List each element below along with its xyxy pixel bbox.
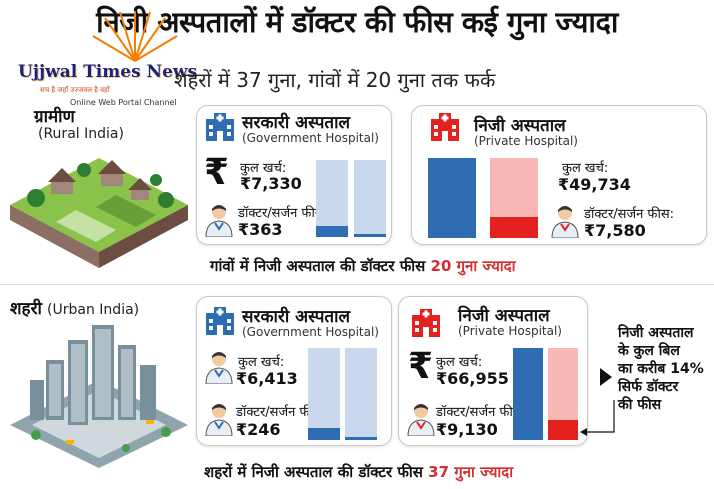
urban-note: निजी अस्पताल के कुल बिल का करीब 14% सिर्… bbox=[618, 324, 704, 414]
urban-govt-subtitle: (Government Hospital) bbox=[242, 325, 379, 339]
urban-govt-total-label: कुल खर्च: bbox=[238, 355, 285, 370]
rural-label-en: (Rural India) bbox=[38, 126, 124, 142]
rural-govt-fee-value: ₹363 bbox=[238, 220, 283, 239]
rural-govt-title: सरकारी अस्पताल bbox=[242, 113, 351, 133]
city-illustration bbox=[10, 325, 188, 468]
rural-pvt-fee-label: डॉक्टर/सर्जन फीस: bbox=[584, 207, 674, 222]
rural-pvt-total-bar bbox=[428, 158, 476, 238]
rupee-icon: ₹ bbox=[408, 346, 434, 387]
urban-govt-total-value: ₹6,413 bbox=[236, 369, 298, 388]
page-title: निजी अस्पतालों में डॉक्टर की फीस कई गुना… bbox=[96, 5, 618, 39]
urban-govt-total-fee-portion bbox=[308, 428, 340, 440]
red-hospital-icon bbox=[412, 309, 440, 337]
doctor-icon bbox=[205, 352, 233, 384]
doctor-icon bbox=[205, 404, 233, 436]
rural-pvt-total-label: कुल खर्च: bbox=[562, 161, 609, 176]
section-divider bbox=[0, 284, 714, 285]
urban-note-line: की फीस bbox=[618, 397, 662, 413]
rural-govt-total-label: कुल खर्च: bbox=[240, 161, 287, 176]
urban-pvt-total-value: ₹66,955 bbox=[436, 369, 509, 388]
urban-pvt-fee-value: ₹9,130 bbox=[436, 420, 498, 439]
urban-label: शहरी bbox=[10, 299, 42, 319]
urban-govt-title: सरकारी अस्पताल bbox=[242, 307, 351, 327]
pointer-arrow bbox=[580, 368, 615, 436]
urban-govt-fee-value: ₹246 bbox=[236, 420, 281, 439]
rural-footer: गांवों में निजी अस्पताल की डॉक्टर फीस 20… bbox=[210, 256, 516, 276]
rural-govt-total-value: ₹7,330 bbox=[240, 174, 302, 193]
urban-govt-fee-bar bbox=[345, 437, 377, 440]
urban-footer-text: शहरों में निजी अस्पताल की डॉक्टर फीस bbox=[204, 463, 423, 481]
urban-note-line: का करीब 14% bbox=[618, 361, 704, 377]
urban-note-line: निजी अस्पताल bbox=[618, 325, 694, 341]
logo-name: Ujjwal Times News bbox=[18, 62, 198, 82]
logo-tagline: सच है जहाँ उज्जवल है वहाँ bbox=[40, 86, 110, 94]
rural-govt-fee-bar-bg bbox=[354, 160, 386, 237]
sun-logo-icon bbox=[92, 11, 178, 62]
rural-govt-total-fee-portion bbox=[316, 226, 348, 237]
village-illustration bbox=[10, 158, 188, 268]
rural-pvt-subtitle: (Private Hospital) bbox=[474, 134, 578, 148]
rural-pvt-total-value: ₹49,734 bbox=[558, 175, 631, 194]
urban-note-line: के कुल बिल bbox=[618, 343, 680, 359]
blue-hospital-icon bbox=[206, 307, 234, 335]
urban-govt-total-bar bbox=[308, 348, 340, 440]
urban-label-en: (Urban India) bbox=[47, 302, 140, 318]
rural-govt-fee-label: डॉक्टर/सर्जन फीस: bbox=[238, 206, 328, 221]
urban-pvt-title: निजी अस्पताल bbox=[458, 306, 550, 326]
rural-govt-fee-bar bbox=[354, 234, 386, 237]
urban-pvt-fee-bar bbox=[548, 420, 578, 440]
urban-govt-fee-label: डॉक्टर/सर्जन फीस: bbox=[236, 405, 326, 420]
urban-pvt-total-bar bbox=[513, 348, 543, 440]
logo-channel: Online Web Portal Channel bbox=[70, 98, 177, 107]
rural-footer-highlight: 20 गुना ज्यादा bbox=[430, 257, 516, 275]
rural-pvt-fee-bar bbox=[490, 217, 538, 238]
blue-hospital-icon bbox=[206, 113, 234, 141]
urban-note-line: सिर्फ डॉक्टर bbox=[618, 379, 679, 395]
doctor-icon bbox=[205, 205, 233, 237]
doctor-icon bbox=[551, 206, 579, 238]
rural-footer-text: गांवों में निजी अस्पताल की डॉक्टर फीस bbox=[210, 257, 426, 275]
urban-heading: शहरी (Urban India) bbox=[10, 296, 139, 319]
rural-govt-subtitle: (Government Hospital) bbox=[242, 131, 379, 145]
urban-pvt-total-label: कुल खर्च: bbox=[436, 355, 483, 370]
rural-govt-total-bar bbox=[316, 160, 348, 237]
urban-footer: शहरों में निजी अस्पताल की डॉक्टर फीस 37 … bbox=[204, 462, 513, 482]
urban-pvt-fee-label: डॉक्टर/सर्जन फीस: bbox=[436, 405, 526, 420]
rural-pvt-fee-value: ₹7,580 bbox=[584, 221, 646, 240]
page-subtitle: शहरों में 37 गुना, गांवों में 20 गुना तक… bbox=[174, 68, 496, 92]
rupee-icon: ₹ bbox=[204, 152, 230, 193]
rural-pvt-title: निजी अस्पताल bbox=[474, 116, 566, 136]
doctor-icon bbox=[407, 404, 435, 436]
urban-pvt-subtitle: (Private Hospital) bbox=[458, 324, 562, 338]
rural-label: ग्रामीण bbox=[34, 107, 75, 127]
urban-footer-highlight: 37 गुना ज्यादा bbox=[428, 463, 514, 481]
urban-govt-fee-bar-bg bbox=[345, 348, 377, 440]
red-hospital-icon bbox=[431, 113, 459, 141]
